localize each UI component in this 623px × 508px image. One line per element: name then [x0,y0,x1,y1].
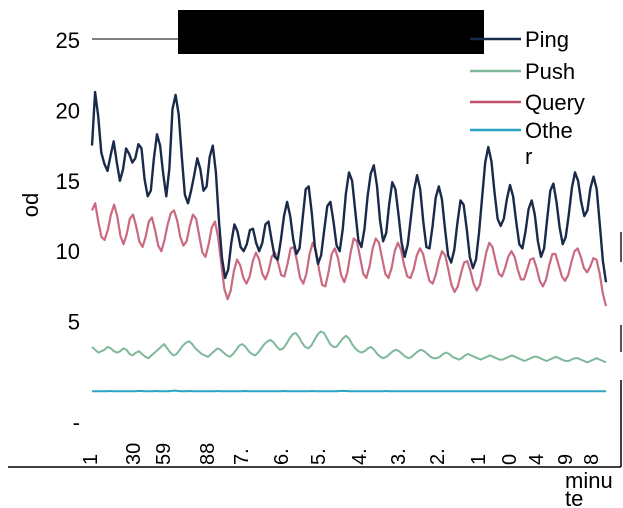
x-tick-label: 1 [468,454,490,465]
x-tick-label: 4. [349,448,371,465]
x-axis-title-line-1: minu [565,468,613,493]
redaction-box [178,10,484,54]
x-tick-label: 59 [153,443,175,465]
series-lines [90,90,608,393]
series-line-query [90,202,608,307]
y-tick-label: 25 [56,28,80,53]
legend-label: Push [525,59,575,84]
x-tick-label: 0 [499,454,521,465]
legend-label: Ping [525,27,569,52]
x-tick-label: 3. [388,448,410,465]
x-tick-label: 5. [308,448,330,465]
x-tick-label: 1 [80,454,102,465]
x-tick-label: 4 [526,454,548,465]
y-tick-label: 10 [56,239,80,264]
y-tick-label: 15 [56,169,80,194]
y-tick-label: 20 [56,98,80,123]
y-axis-title: od [18,193,43,217]
series-line-push [91,330,607,364]
x-tick-label: 8 [581,454,603,465]
x-axis-tick-labels: 1 30 59 88 7. 6. 5. 4. 3. 2. 1 0 4 9 8 [80,443,603,465]
series-line-ping [90,90,608,283]
y-tick-label: - [73,410,80,435]
legend-label: r [525,144,532,169]
y-tick-label: 5 [68,310,80,335]
x-tick-label: 30 [123,443,145,465]
x-tick-label: 2. [427,448,449,465]
x-tick-label: 7. [231,448,253,465]
legend-label: Othe [525,118,573,143]
legend-label: Query [525,90,585,115]
x-tick-label: 9 [555,454,577,465]
x-tick-label: 6. [271,448,293,465]
x-tick-label: 88 [197,443,219,465]
x-axis-title-line-2: te [565,486,583,508]
y-axis-tick-labels: 25 20 15 10 5 - [56,28,80,435]
series-line-other [92,389,607,393]
